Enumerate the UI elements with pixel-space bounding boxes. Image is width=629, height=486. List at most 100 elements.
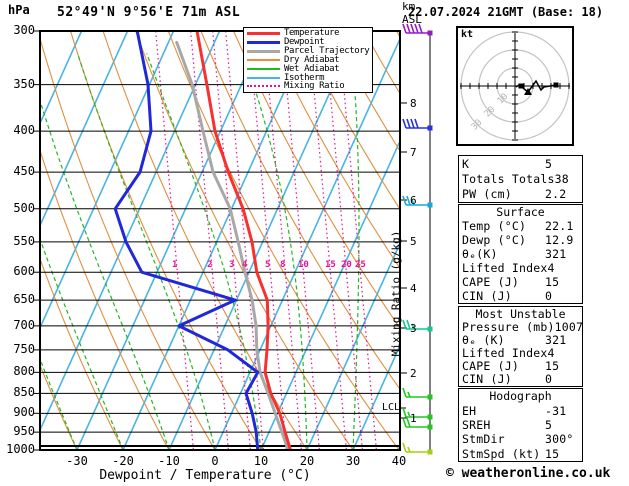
mixing-ratio-value-label: 5 [265,260,271,270]
legend-line-sample [247,40,280,44]
height-tick-label: 6 [410,194,417,207]
legend-item: Isotherm [244,72,372,83]
wind-vector-marker [518,83,524,89]
table-row: PW (cm) 2.2 [462,188,579,200]
table-row-label: SREH [462,417,491,432]
table-row: CAPE (J) 15 [462,360,579,372]
table-row-label: StmDir [462,432,505,447]
pressure-tick-label: 400 [13,123,35,138]
table-row-label: CIN (J) [462,372,512,387]
table-row: Lifted Index 4 [462,262,579,274]
table-row-value: 1007 [554,319,584,334]
mixing-ratio-value-label: 1 [172,260,178,270]
mixing-ratio-value-label: 2 [207,260,213,270]
pressure-tick-label: 550 [13,233,35,248]
mixing-ratio-axis-label: Mixing Ratio (g/kg) [389,230,403,357]
table-row-value: 0 [545,372,553,387]
table-row-label: θₑ(K) [462,247,498,261]
pressure-ticks [33,30,40,451]
pressure-tick-label: 450 [13,164,35,179]
legend-item-label: Temperature [284,28,340,39]
datetime-title: 22.07.2024 21GMT (Base: 18) [408,5,604,19]
wind-barb [402,387,433,400]
table-row-label: Temp (°C) [462,219,527,233]
pressure-tick-label: 1000 [6,441,35,456]
pressure-tick-label: 350 [13,76,35,91]
temp-tick-label: -10 [158,454,180,468]
height-tick-label: 7 [410,146,417,159]
pressure-tick-label: 300 [13,23,35,37]
table-row-label: Lifted Index [462,346,548,361]
temp-tick-label: 10 [253,454,269,468]
table-row-value: 0 [545,289,553,303]
lcl-label: LCL [382,402,401,413]
legend-item-label: Dewpoint [284,37,325,48]
temp-tick-label: -30 [66,454,88,468]
table-row: SREH 5 [462,419,579,431]
mixing-ratio-value-label: 15 [325,260,336,270]
table-row-value: 15 [545,275,560,289]
mixing-ratio-value-label: 25 [355,260,366,270]
table-row: Dewp (°C) 12.9 [462,234,579,246]
pressure-tick-label: 800 [13,364,35,379]
table-row-label: CIN (J) [462,289,512,303]
table-row: Lifted Index 4 [462,347,579,359]
plot-background [41,32,399,449]
height-tick-label: 5 [410,235,417,248]
mixing-ratio-value-label: 3 [229,260,235,270]
table-row-value: 321 [545,247,567,261]
table-row-value: 15 [545,446,560,461]
table-row-value: 2.2 [545,187,567,202]
height-tick-label: 2 [410,367,417,380]
table-row-value: 4 [547,261,555,275]
table-row-value: 5 [545,417,553,432]
table-row-label: Totals Totals [462,171,555,186]
wet-adiabat-lines [41,53,399,449]
wind-barb [402,118,433,131]
legend-item-label: Mixing Ratio [284,81,345,92]
table-row: CIN (J) 0 [462,290,579,302]
legend-line-sample [247,76,280,79]
wind-barb [402,319,433,332]
table-row-value: 15 [545,359,560,374]
table-row: CAPE (J) 15 [462,276,579,288]
table-row-label: Lifted Index [462,261,548,275]
wind-barb [402,442,433,455]
table-row-value: 300° [545,432,574,447]
sounding-curves [113,32,292,449]
legend-item-label: Dry Adiabat [284,54,340,65]
table-row: EH -31 [462,405,579,417]
temp-tick-label: 30 [345,454,361,468]
legend-item-label: Parcel Trajectory [284,46,370,57]
pressure-tick-label: 700 [13,317,35,332]
plot-border [39,30,401,451]
pressure-tick-label: 750 [13,341,35,356]
legend-line-sample [247,85,280,88]
temperature-curve [195,32,292,449]
height-tick-label: 4 [410,282,417,295]
indices-table-section: Surface Temp (°C) 22.1 Dewp (°C) 12.9 θₑ(K) 32… [458,204,583,304]
legend-item-label: Isotherm [284,72,325,83]
table-section-title: Surface [496,205,545,219]
legend-item: Wet Adiabat [244,64,372,74]
table-row-value: 5 [545,156,553,171]
table-row-value: 321 [545,332,567,347]
table-row-value: -31 [545,403,567,418]
wind-barb [402,195,433,208]
height-tick-label: 1 [410,412,417,425]
table-row-label: CAPE (J) [462,275,519,289]
table-section-title: Hodograph [489,389,552,404]
mixing-ratio-value-label: 10 [298,260,309,270]
table-row: Totals Totals 38 [462,173,579,185]
credit: © weatheronline.co.uk [446,466,611,481]
mixing-ratio-value-label: 4 [242,260,248,270]
table-row-label: PW (cm) [462,187,512,202]
station-title: 52°49'N 9°56'E 71m ASL [57,5,241,20]
legend-item: Mixing Ratio [244,81,372,92]
table-row-label: K [462,156,470,171]
temp-tick-label: 20 [299,454,315,468]
mixing-ratio-value-label: 20 [341,260,352,270]
